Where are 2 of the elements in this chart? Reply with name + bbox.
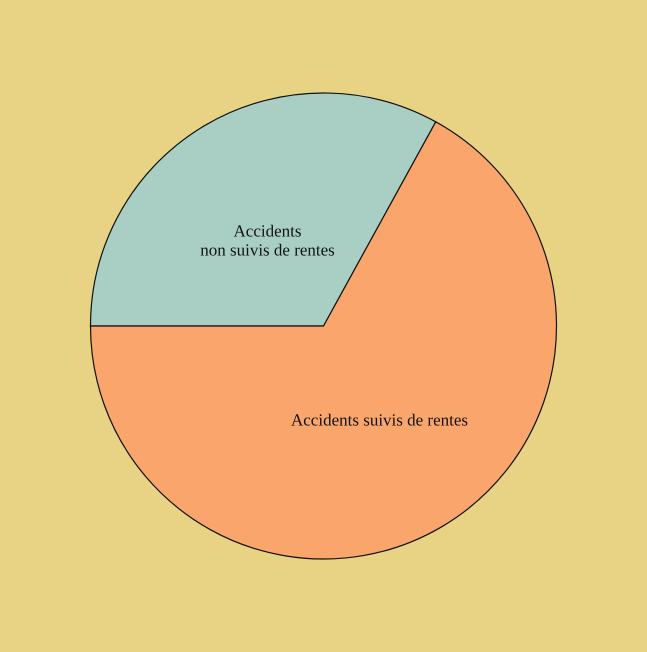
slice-label: Accidents non suivis de rentes: [200, 221, 335, 260]
slice-label: Accidents suivis de rentes: [290, 410, 468, 430]
